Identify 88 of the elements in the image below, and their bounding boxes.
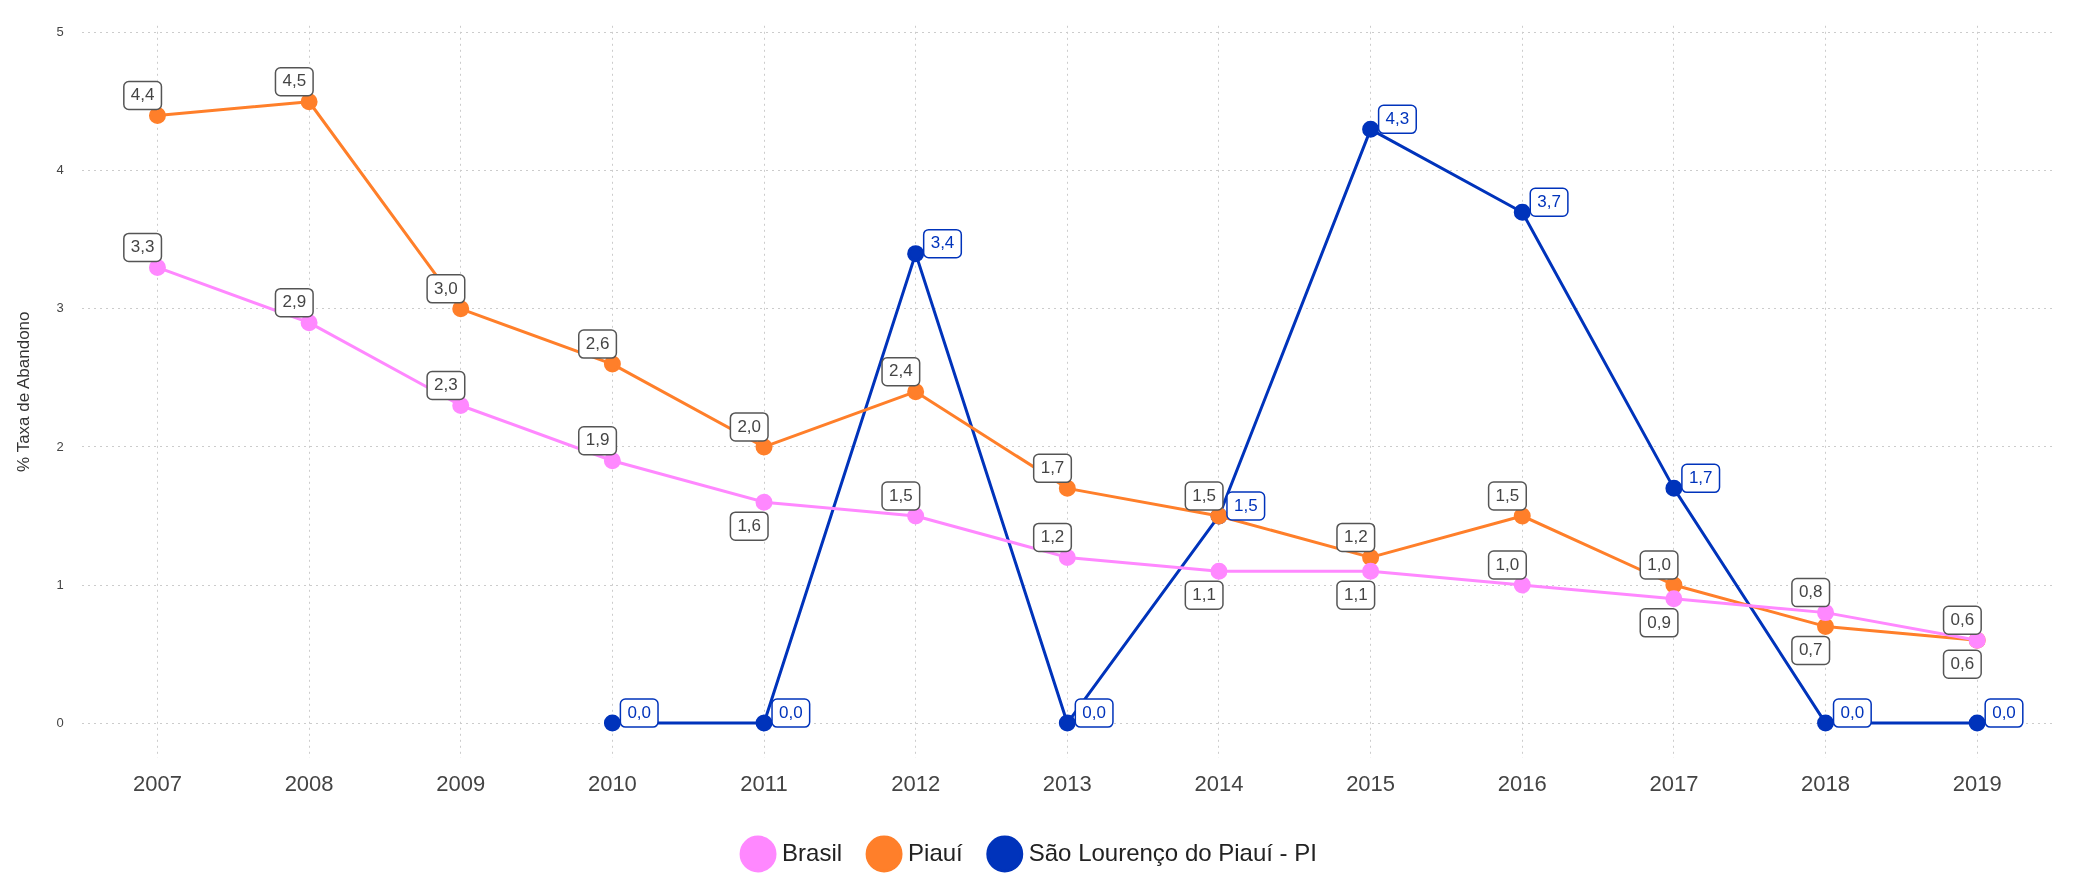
data-label: 0,7	[1798, 640, 1823, 660]
x-tick-label: 2012	[891, 770, 941, 796]
data-label: 0,9	[1647, 612, 1671, 632]
point	[755, 493, 773, 511]
x-tick-label: 2011	[740, 770, 788, 796]
legend-label: São Lourenço do Piauí - PI	[1028, 838, 1317, 866]
point	[452, 300, 470, 318]
data-label: 2,9	[282, 292, 307, 312]
data-label: 3,4	[930, 233, 955, 253]
data-label: 1,6	[737, 515, 762, 535]
point	[603, 714, 621, 732]
data-label: 1,9	[585, 430, 610, 450]
data-label: 1,1	[1192, 584, 1216, 604]
data-label: 1,5	[1233, 495, 1258, 515]
x-tick-label: 2017	[1649, 770, 1699, 796]
point	[1968, 714, 1986, 732]
data-label: 1,2	[1343, 527, 1368, 547]
point	[1817, 604, 1835, 622]
data-label: 2,0	[737, 416, 762, 436]
data-label: 3,7	[1537, 191, 1561, 211]
point	[1058, 548, 1076, 566]
data-label: 1,5	[1192, 485, 1216, 505]
point	[1665, 590, 1683, 608]
x-tick-label: 2019	[1952, 770, 2002, 796]
x-tick-label: 2015	[1346, 770, 1396, 796]
data-label: 1,0	[1495, 554, 1520, 574]
data-label: 2,6	[585, 333, 610, 353]
data-label: 0,0	[1992, 702, 2016, 722]
point	[603, 355, 621, 373]
point	[300, 314, 318, 332]
data-label: 4,5	[282, 71, 307, 91]
x-tick-label: 2009	[436, 770, 486, 796]
point	[452, 397, 470, 415]
point	[1817, 617, 1835, 635]
point	[907, 245, 925, 263]
x-tick-label: 2018	[1801, 770, 1851, 796]
point	[1817, 714, 1835, 732]
data-label: 4,3	[1385, 109, 1410, 129]
data-label: 0,0	[779, 702, 803, 722]
data-label: 1,2	[1040, 527, 1065, 547]
x-tick-label: 2007	[132, 770, 182, 796]
x-tick-label: 2008	[284, 770, 334, 796]
data-label: 0,6	[1950, 653, 1975, 673]
point	[1362, 562, 1380, 580]
data-label: 1,5	[889, 485, 913, 505]
data-label: 0,8	[1798, 582, 1823, 602]
data-label: 0,0	[627, 702, 652, 722]
data-label: 0,0	[1082, 702, 1106, 722]
data-label: 1,1	[1343, 584, 1368, 604]
point	[1058, 479, 1076, 497]
legend-label: Brasil	[782, 838, 843, 866]
point	[755, 714, 773, 732]
y-tick-label: 5	[56, 24, 64, 40]
point	[1210, 562, 1228, 580]
point	[1362, 120, 1380, 138]
legend-label: Piauí	[908, 838, 964, 866]
y-tick-label: 1	[56, 576, 64, 592]
y-tick-label: 0	[56, 714, 64, 730]
point	[907, 507, 925, 525]
point	[1665, 479, 1683, 497]
y-axis-title: % Taxa de Abandono	[13, 311, 33, 472]
point	[907, 383, 925, 401]
data-label: 1,5	[1495, 485, 1520, 505]
x-tick-label: 2013	[1042, 770, 1092, 796]
data-label: 2,4	[889, 361, 913, 381]
data-label: 1,7	[1688, 468, 1713, 488]
point	[148, 258, 166, 276]
point	[1513, 507, 1531, 525]
y-tick-label: 2	[56, 438, 64, 454]
point	[148, 107, 166, 125]
data-label: 4,4	[130, 85, 155, 105]
point	[1513, 203, 1531, 221]
data-label: 1,0	[1647, 554, 1671, 574]
data-label: 3,3	[130, 237, 155, 257]
data-label: 0,6	[1950, 609, 1975, 629]
data-label: 3,0	[434, 278, 458, 298]
point	[300, 93, 318, 111]
x-tick-label: 2016	[1497, 770, 1547, 796]
y-tick-label: 4	[56, 162, 64, 178]
data-label: 1,7	[1040, 458, 1065, 478]
point	[1513, 576, 1531, 594]
x-tick-label: 2014	[1194, 770, 1244, 796]
x-tick-label: 2010	[587, 770, 637, 796]
point	[1058, 714, 1076, 732]
data-label: 2,3	[434, 375, 458, 395]
y-tick-label: 3	[56, 300, 64, 316]
point	[603, 452, 621, 470]
data-label: 0,0	[1840, 702, 1865, 722]
